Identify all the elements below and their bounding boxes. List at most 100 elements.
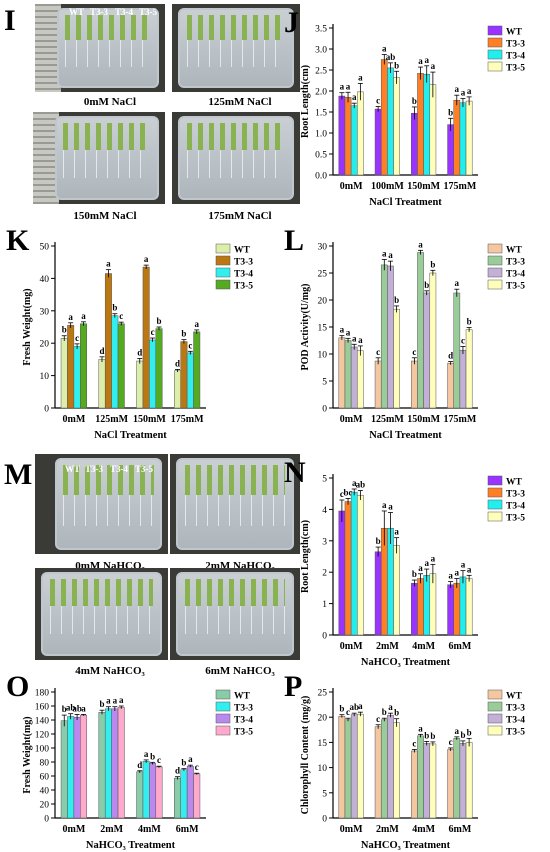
- significance-letter: b: [412, 96, 417, 106]
- significance-letter: a: [81, 703, 86, 713]
- bar-t3-4-6mm: [459, 576, 467, 636]
- y-tick-label: 140: [35, 717, 50, 727]
- significance-letter: b: [412, 569, 417, 579]
- bar-t3-5-2mm: [393, 722, 400, 819]
- significance-letter: c: [119, 311, 123, 321]
- legend-swatch-t3-5: [487, 725, 503, 736]
- bar-t3-4-0mm: [350, 714, 358, 819]
- significance-letter: b: [150, 751, 155, 761]
- y-tick-label: 20: [40, 801, 50, 811]
- y-tick-label: 100: [35, 745, 50, 755]
- significance-letter: d: [137, 760, 142, 770]
- significance-letter: a: [358, 701, 363, 711]
- bar-wt-125mm: [98, 359, 106, 409]
- significance-letter: ab: [349, 702, 359, 712]
- legend-label-wt: WT: [506, 692, 523, 702]
- pod-activity-nacl-chart: L 0 5 10 15 20 25 30 POD Activity(U/mg) NaCl Trea…: [284, 224, 525, 441]
- y-tick-label: 2.5: [315, 67, 327, 77]
- y-tick-label: 0: [322, 815, 327, 825]
- panel-letter-l: L: [284, 224, 304, 257]
- bar-t3-5-0mm: [357, 495, 364, 636]
- bar-wt-150mm: [411, 113, 418, 176]
- bar-t3-3-100mm: [380, 59, 388, 176]
- bar-t3-4-0mm: [350, 346, 358, 409]
- bar-wt-6mm: [174, 777, 181, 819]
- significance-letter: b: [460, 730, 465, 740]
- y-tick-label: 0.0: [315, 172, 327, 182]
- significance-letter: a: [346, 327, 351, 337]
- x-axis-label: NaCl Treatment: [94, 430, 167, 441]
- significance-letter: b: [448, 107, 453, 117]
- bar-t3-5-150mm: [429, 84, 437, 176]
- panel-letter-p: P: [284, 670, 302, 703]
- significance-letter: c: [449, 737, 453, 747]
- y-tick-label: 1: [322, 600, 327, 610]
- y-tick-label: 0: [44, 405, 49, 415]
- bar-t3-3-4mm: [142, 761, 150, 819]
- y-tick-label: 0: [322, 632, 327, 642]
- x-tick-label: 175mM: [443, 414, 476, 425]
- x-tick-label: 125mM: [95, 414, 128, 425]
- bar-t3-3-125mm: [380, 264, 388, 409]
- bar-t3-4-4mm: [423, 743, 431, 819]
- significance-letter: c: [412, 738, 416, 748]
- significance-letter: c: [376, 714, 380, 724]
- y-axis-label: Fresh Weight(mg): [22, 288, 33, 365]
- bar-wt-2mm: [374, 726, 382, 819]
- x-tick-label: 0mM: [340, 181, 363, 192]
- legend-label-t3-5: T3-5: [506, 728, 525, 738]
- y-tick-label: 15: [318, 324, 328, 334]
- legend-label-t3-4: T3-4: [234, 716, 253, 726]
- bar-t3-3-0mm: [344, 97, 352, 176]
- bar-t3-5-0mm: [80, 714, 87, 819]
- y-axis-label: POD Activity(U/mg): [300, 284, 311, 371]
- bar-t3-5-125mm: [393, 308, 400, 409]
- bar-t3-3-0mm: [344, 501, 352, 636]
- plate-caption-175mm-nacl: 175mM NaCl: [208, 210, 272, 222]
- legend-swatch-t3-3: [487, 37, 503, 48]
- plate-photo-0mm-nacl: WT T3-3 T3-4 T3-5: [35, 4, 165, 92]
- plate-photo-125mm-nacl: [172, 4, 300, 92]
- bar-t3-5-6mm: [465, 578, 473, 636]
- legend-swatch-t3-5: [487, 511, 503, 522]
- significance-letter: a: [455, 84, 460, 94]
- significance-letter: b: [394, 708, 399, 718]
- legend-swatch-wt: [487, 689, 503, 700]
- bar-t3-4-2mm: [387, 527, 394, 636]
- significance-letter: a: [81, 311, 86, 321]
- significance-letter: a: [424, 558, 429, 568]
- y-tick-label: 0: [44, 815, 49, 825]
- bar-t3-3-2mm: [380, 719, 388, 819]
- legend-swatch-wt: [215, 689, 231, 700]
- significance-letter: a: [340, 82, 345, 92]
- y-tick-label: 20: [318, 714, 328, 724]
- legend-swatch-t3-3: [487, 701, 503, 712]
- bar-t3-3-0mm: [67, 325, 75, 409]
- y-tick-label: 2: [322, 569, 327, 579]
- y-axis-label: Chlorophyll Content (mg/g): [300, 696, 311, 815]
- x-tick-label: 150mM: [407, 414, 440, 425]
- significance-letter: d: [137, 347, 142, 357]
- y-tick-label: 15: [318, 739, 328, 749]
- plate-label-wt: WT: [69, 7, 85, 17]
- significance-letter: ab: [356, 480, 366, 490]
- significance-letter: a: [418, 723, 423, 733]
- significance-letter: a: [358, 72, 363, 82]
- bar-t3-3-150mm: [417, 252, 424, 409]
- significance-letter: ab: [66, 703, 76, 713]
- bar-t3-4-2mm: [111, 708, 119, 819]
- x-tick-label: 175mM: [443, 181, 476, 192]
- legend-label-t3-3: T3-3: [506, 490, 525, 500]
- y-tick-label: 40: [40, 787, 50, 797]
- significance-letter: d: [175, 766, 180, 776]
- plate-label-t3-4: T3-4: [110, 464, 128, 474]
- bar-wt-0mm: [60, 720, 68, 819]
- x-tick-label: 4mM: [412, 641, 435, 652]
- bar-t3-4-0mm: [350, 105, 358, 176]
- significance-letter: b: [430, 731, 435, 741]
- legend-swatch-t3-3: [215, 255, 231, 266]
- y-tick-label: 10: [318, 764, 328, 774]
- significance-letter: c: [340, 489, 344, 499]
- significance-letter: a: [455, 567, 460, 577]
- y-tick-label: 180: [35, 689, 50, 699]
